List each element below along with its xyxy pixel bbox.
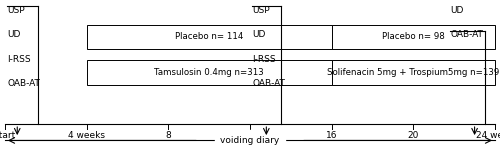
Text: Tamsulosin 0.4mg n=313: Tamsulosin 0.4mg n=313 [154,68,264,77]
Text: 12: 12 [244,131,256,140]
Text: UD: UD [7,30,20,39]
Text: I-RSS: I-RSS [252,55,276,64]
Text: 24 week: 24 week [476,131,500,140]
Text: 20: 20 [408,131,419,140]
Bar [332,25,495,49]
Text: OAB-AT: OAB-AT [252,79,285,88]
Text: OAB-AT: OAB-AT [7,79,40,88]
Text: Solifenacin 5mg + Trospium5mg n=139: Solifenacin 5mg + Trospium5mg n=139 [327,68,500,77]
Text: UD: UD [252,30,266,39]
Text: I-RSS: I-RSS [7,55,30,64]
Text: Start: Start [0,131,16,140]
Bar [86,25,332,49]
Text: USP: USP [252,6,270,15]
Text: USP: USP [7,6,24,15]
Text: Placebo n= 98: Placebo n= 98 [382,32,444,41]
Bar [332,60,495,85]
Text: UD: UD [450,6,464,15]
Text: 4 weeks: 4 weeks [68,131,105,140]
Text: 8: 8 [166,131,171,140]
Bar [86,60,332,85]
Text: 16: 16 [326,131,338,140]
Text: voiding diary: voiding diary [220,136,280,145]
Text: Placebo n= 114: Placebo n= 114 [175,32,244,41]
Text: OAB-AT: OAB-AT [450,30,483,39]
